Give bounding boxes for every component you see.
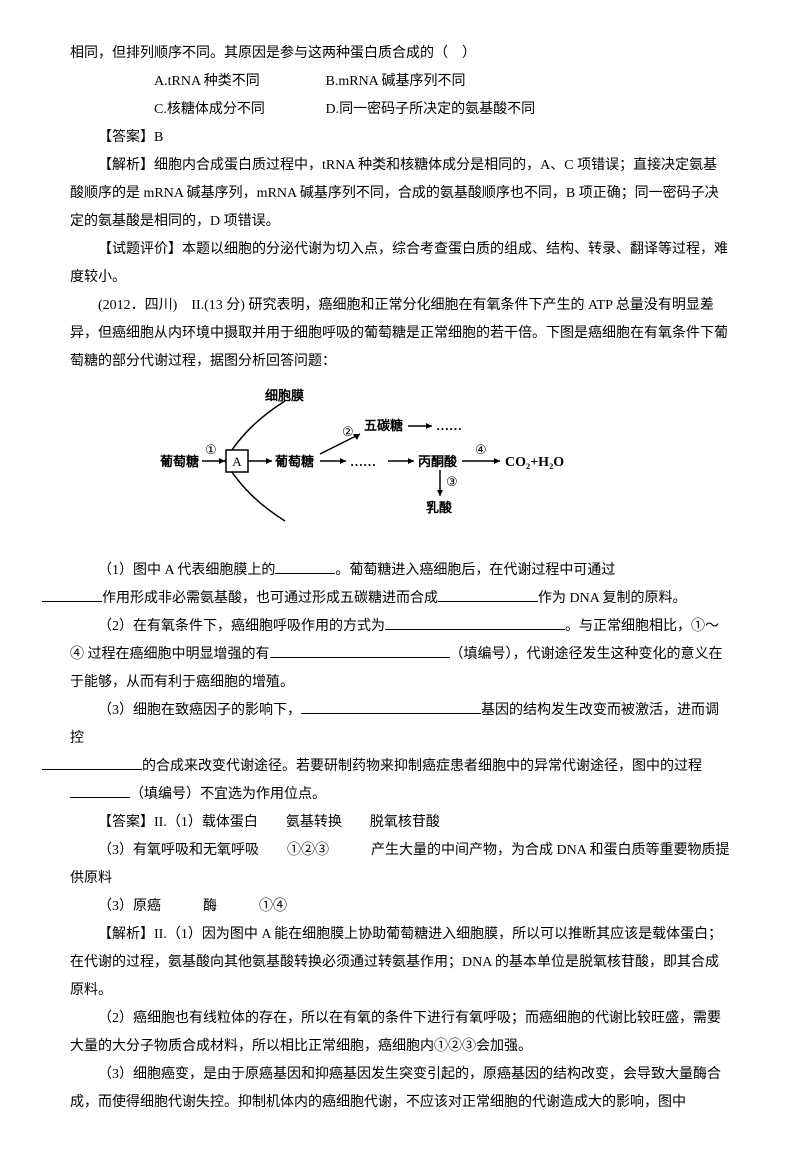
q2-sub2-d: ，从而有利于癌细胞的增殖。 [112,675,294,690]
page: 相同，但排列顺序不同。其原因是参与这两种蛋白质合成的（ ） A.tRNA 种类不… [0,0,800,1157]
q2-sub3-d: （填编号）不宜选为作用位点。 [130,787,326,802]
diagram-label-pentose: 五碳糖 [364,418,403,433]
q1-stem-continuation: 相同，但排列顺序不同。其原因是参与这两种蛋白质合成的（ ） [70,40,730,68]
blank [270,643,450,658]
q1-optB: B.mRNA 碱基序列不同 [284,68,466,96]
q2-sub2-a: （2）在有氧条件下，癌细胞呼吸作用的方式为 [98,619,385,634]
q1-optD: D.同一密码子所决定的氨基酸不同 [284,96,536,124]
q2-sub2: （2）在有氧条件下，癌细胞呼吸作用的方式为。与正常细胞相比，①～④ 过程在癌细胞… [70,613,730,697]
q2-jiexi-1: 【解析】II.（1）因为图中 A 能在细胞膜上协助葡萄糖进入细胞膜，所以可以推断… [70,921,730,1005]
q2-ans-label: 【答案】 [98,815,154,830]
q2-jiexi-3: （3）细胞癌变，是由于原癌基因和抑癌基因发生突变引起的，原癌基因的结构改变，会导… [70,1061,730,1117]
diagram-label-lactate: 乳酸 [426,500,453,515]
blank [385,615,565,630]
diagram-label-pyruvate: 丙酮酸 [418,454,458,469]
q2-answer-line1: 【答案】II.（1）载体蛋白 氨基转换 脱氧核苷酸 [70,809,730,837]
diagram-num1: ① [205,442,217,457]
q1-jiexi: 【解析】细胞内合成蛋白质过程中，tRNA 种类和核糖体成分是相同的，A、C 项错… [70,152,730,236]
diagram-label-membrane: 细胞膜 [265,388,304,403]
q1-optA: A.tRNA 种类不同 [112,68,280,96]
q2-jiexi1-body: II.（1）因为图中 A 能在细胞膜上协助葡萄糖进入细胞膜，所以可以推断其应该是… [70,927,722,998]
diagram-label-co2h2o: CO₂+H₂O [505,455,564,470]
q2-sub3: （3）细胞在致癌因子的影响下，基因的结构发生改变而被激活，进而调控 的合成来改变… [70,697,730,809]
q1-eval: 【试题评价】本题以细胞的分泌代谢为切入点，综合考查蛋白质的组成、结构、转录、翻译… [70,236,730,292]
diagram-num3: ③ [446,474,458,489]
q2-sub1-b: 。葡萄糖进入癌细胞后，在代谢过程中可通过 [335,563,615,578]
diagram-dots1: …… [436,418,462,433]
q2-sub3-c: 的合成来改变代谢途径。若要研制药物来抑制癌症患者细胞中的异常代谢途径，图中的过程 [142,759,702,774]
diagram-label-A: A [232,454,242,469]
metabolism-diagram: 细胞膜 葡萄糖 ① A 葡萄糖 ② 五碳糖 …… [150,386,630,547]
q1-jiexi-body: 细胞内合成蛋白质过程中，tRNA 种类和核糖体成分是相同的，A、C 项错误；直接… [70,158,719,229]
q1-answer: 【答案】B [70,124,730,152]
diagram-dots2: …… [350,454,376,469]
q2-sub3-a: （3）细胞在致癌因子的影响下， [98,703,301,718]
q2-answer-line2: （3）有氧呼吸和无氧呼吸 ①②③ 产生大量的中间产物，为合成 DNA 和蛋白质等… [70,837,730,893]
blank [438,587,538,602]
diagram-num2: ② [342,424,354,439]
q2-sub1-a: （1）图中 A 代表细胞膜上的 [98,563,275,578]
diagram-label-glucose1: 葡萄糖 [159,454,199,469]
blank [42,755,142,770]
q2-jiexi-2: （2）癌细胞也有线粒体的存在，所以在有氧的条件下进行有氧呼吸；而癌细胞的代谢比较… [70,1005,730,1061]
q2-sub1: （1）图中 A 代表细胞膜上的 。葡萄糖进入癌细胞后，在代谢过程中可通过 作用形成… [70,557,730,613]
diagram-label-glucose2: 葡萄糖 [274,454,314,469]
diagram-num4: ④ [475,442,487,457]
blank [70,783,130,798]
blank [301,699,481,714]
q2-sub1-d: 作为 DNA 复制的原料。 [538,591,687,606]
q2-ans1: II.（1）载体蛋白 氨基转换 脱氧核苷酸 [154,815,440,830]
q2-stem: (2012．四川) II.(13 分) 研究表明，癌细胞和正常分化细胞在有氧条件… [70,292,730,376]
q2-answer-line3: （3）原癌 酶 ①④ [70,893,730,921]
q1-jiexi-label: 【解析】 [98,158,154,173]
q2-jiexi-label: 【解析】 [98,927,154,942]
q1-options-row1: A.tRNA 种类不同 B.mRNA 碱基序列不同 [70,68,730,96]
q1-eval-label: 【试题评价】 [98,242,182,257]
q1-options-row2: C.核糖体成分不同 D.同一密码子所决定的氨基酸不同 [70,96,730,124]
q2-sub1-c: 作用形成非必需氨基酸，也可通过形成五碳糖进而合成 [102,591,438,606]
blank [275,559,335,574]
q1-optC: C.核糖体成分不同 [112,96,280,124]
blank [42,587,102,602]
